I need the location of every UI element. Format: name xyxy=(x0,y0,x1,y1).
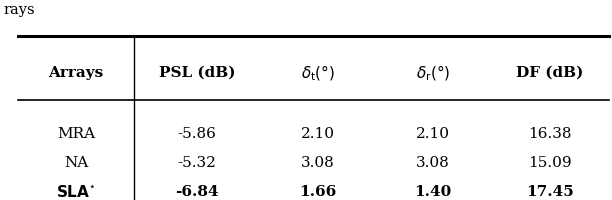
Text: 16.38: 16.38 xyxy=(528,127,572,141)
Text: 15.09: 15.09 xyxy=(528,156,572,170)
Text: rays: rays xyxy=(3,3,35,17)
Text: 2.10: 2.10 xyxy=(301,127,335,141)
Text: -5.32: -5.32 xyxy=(177,156,217,170)
Text: 1.66: 1.66 xyxy=(299,185,337,199)
Text: 17.45: 17.45 xyxy=(526,185,574,199)
Text: $\delta_{\mathrm{r}}(°)$: $\delta_{\mathrm{r}}(°)$ xyxy=(416,63,450,83)
Text: MRA: MRA xyxy=(57,127,95,141)
Text: DF (dB): DF (dB) xyxy=(516,66,584,80)
Text: -5.86: -5.86 xyxy=(177,127,217,141)
Text: 3.08: 3.08 xyxy=(301,156,335,170)
Text: 3.08: 3.08 xyxy=(416,156,450,170)
Text: NA: NA xyxy=(64,156,88,170)
Text: -6.84: -6.84 xyxy=(175,185,219,199)
Text: Arrays: Arrays xyxy=(48,66,103,80)
Text: PSL (dB): PSL (dB) xyxy=(159,66,235,80)
Text: 2.10: 2.10 xyxy=(416,127,450,141)
Text: $\mathbf{SLA}^{\star}$: $\mathbf{SLA}^{\star}$ xyxy=(56,184,96,200)
Text: $\delta_{\mathrm{t}}(°)$: $\delta_{\mathrm{t}}(°)$ xyxy=(301,63,335,83)
Text: 1.40: 1.40 xyxy=(414,185,452,199)
